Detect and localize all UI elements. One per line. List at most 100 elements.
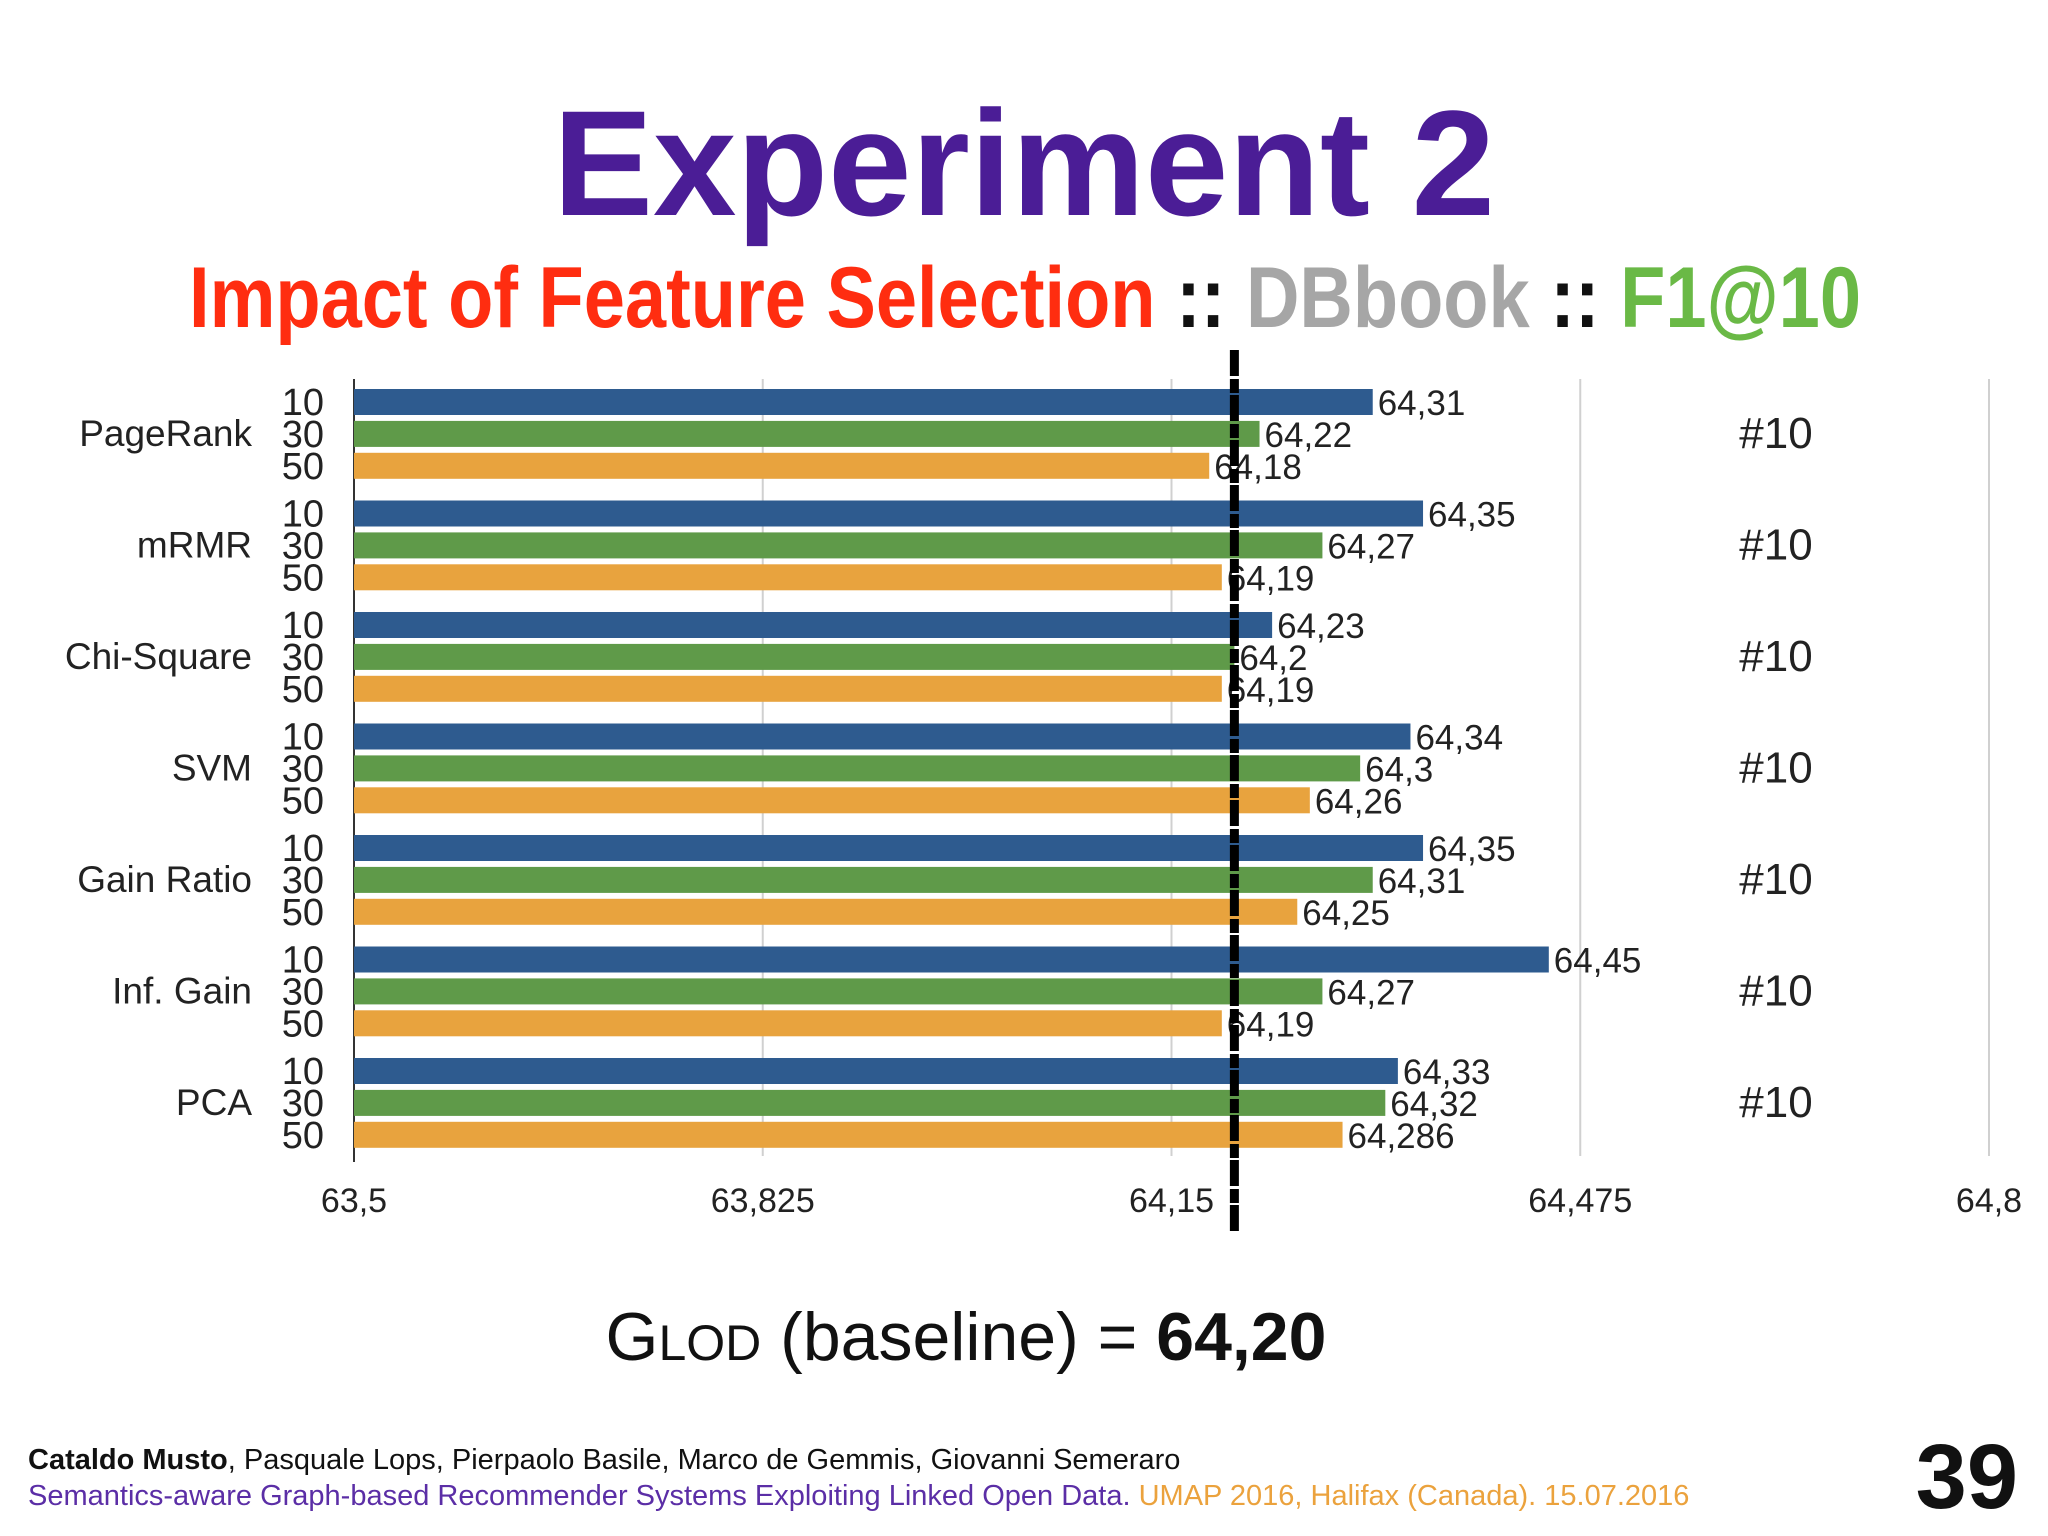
- x-tick-label: 64,15: [1129, 1182, 1214, 1220]
- series-label: 30: [282, 414, 324, 456]
- series-label: 50: [282, 557, 324, 599]
- category-label: Chi-Square: [65, 636, 252, 677]
- annotation: #10: [1739, 520, 1812, 569]
- series-label: 30: [282, 525, 324, 567]
- category-label: SVM: [172, 747, 252, 788]
- annotation: #10: [1739, 1078, 1812, 1127]
- series-label: 50: [282, 892, 324, 934]
- series-label: 10: [282, 382, 324, 424]
- series-label: 30: [282, 637, 324, 679]
- series-label: 10: [282, 940, 324, 982]
- value-label: 64,22: [1265, 416, 1353, 455]
- bar: [354, 643, 1235, 670]
- other-authors: , Pasquale Lops, Pierpaolo Basile, Marco…: [228, 1444, 1181, 1476]
- series-label: 10: [282, 1051, 324, 1093]
- category-label: mRMR: [137, 524, 252, 565]
- bar: [354, 420, 1260, 447]
- bar: [354, 1121, 1343, 1148]
- value-label: 64,19: [1227, 671, 1315, 710]
- value-label: 64,34: [1415, 719, 1503, 758]
- x-tick-label: 64,8: [1956, 1182, 2022, 1220]
- bar: [354, 978, 1323, 1005]
- baseline-note: (baseline) =: [780, 1299, 1137, 1375]
- bar: [354, 946, 1549, 973]
- bar: [354, 675, 1222, 702]
- bar: [354, 723, 1411, 750]
- x-tick-label: 63,5: [321, 1182, 387, 1220]
- subtitle-dataset: DBbook: [1246, 250, 1530, 346]
- series-label: 10: [282, 717, 324, 759]
- bar: [354, 612, 1273, 638]
- value-label: 64,35: [1428, 830, 1516, 869]
- series-label: 30: [282, 1083, 324, 1125]
- value-label: 64,33: [1403, 1053, 1491, 1092]
- venue: UMAP 2016, Halifax (Canada). 15.07.2016: [1131, 1480, 1690, 1512]
- value-label: 64,32: [1390, 1085, 1478, 1124]
- value-label: 64,45: [1554, 942, 1642, 981]
- bar: [354, 389, 1373, 415]
- series-label: 50: [282, 780, 324, 822]
- value-label: 64,31: [1378, 862, 1466, 901]
- page-number: 39: [1916, 1426, 2018, 1528]
- slide-title: Experiment 2: [553, 79, 1495, 247]
- bar: [354, 1058, 1398, 1084]
- bar: [354, 787, 1310, 814]
- category-label: Inf. Gain: [112, 970, 252, 1011]
- value-label: 64,19: [1227, 559, 1315, 598]
- series-label: 10: [282, 494, 324, 536]
- bar: [354, 500, 1424, 527]
- series-label: 50: [282, 669, 324, 711]
- subtitle-sep: ::: [1550, 250, 1599, 346]
- bar: [354, 564, 1222, 591]
- baseline-value: 64,20: [1156, 1299, 1326, 1375]
- value-label: 64,3: [1365, 750, 1433, 789]
- x-tick-label: 63,825: [711, 1182, 815, 1220]
- value-label: 64,27: [1327, 973, 1415, 1012]
- subtitle: Impact of Feature Selection :: DBbook ::…: [189, 250, 1861, 346]
- value-label: 64,286: [1348, 1117, 1455, 1156]
- series-label: 10: [282, 605, 324, 647]
- x-tick-label: 64,475: [1528, 1182, 1632, 1220]
- paper-title: Semantics-aware Graph-based Recommender …: [28, 1480, 1131, 1512]
- value-label: 64,23: [1277, 607, 1365, 646]
- annotation: #10: [1739, 966, 1812, 1015]
- bar: [354, 866, 1373, 893]
- subtitle-metric: F1@10: [1620, 250, 1861, 346]
- footer-citation: Semantics-aware Graph-based Recommender …: [28, 1480, 1689, 1512]
- series-label: 50: [282, 1003, 324, 1045]
- series-label: 30: [282, 971, 324, 1013]
- subtitle-topic: Impact of Feature Selection: [189, 250, 1156, 346]
- series-label: 30: [282, 748, 324, 790]
- baseline-text: GLOD (baseline) = 64,20: [606, 1299, 1327, 1375]
- value-label: 64,35: [1428, 496, 1516, 535]
- lead-author: Cataldo Musto: [28, 1444, 228, 1476]
- value-label: 64,27: [1327, 527, 1415, 566]
- annotation: #10: [1739, 743, 1812, 792]
- value-label: 64,2: [1239, 639, 1307, 678]
- value-label: 64,19: [1227, 1005, 1315, 1044]
- footer-authors: Cataldo Musto, Pasquale Lops, Pierpaolo …: [28, 1444, 1180, 1476]
- bar: [354, 532, 1323, 559]
- bar: [354, 1010, 1222, 1037]
- series-label: 50: [282, 1115, 324, 1157]
- bar: [354, 1089, 1386, 1116]
- category-label: PageRank: [79, 413, 252, 454]
- bar: [354, 755, 1361, 782]
- subtitle-sep: ::: [1176, 250, 1225, 346]
- baseline-name: LOD: [658, 1315, 761, 1371]
- series-label: 30: [282, 860, 324, 902]
- annotation: #10: [1739, 855, 1812, 904]
- annotation: #10: [1739, 632, 1812, 681]
- baseline-name: G: [606, 1299, 659, 1375]
- bar: [354, 898, 1298, 925]
- value-label: 64,18: [1214, 448, 1302, 487]
- series-label: 50: [282, 446, 324, 488]
- category-label: Gain Ratio: [77, 859, 252, 900]
- bar: [354, 452, 1210, 479]
- bar: [354, 835, 1424, 861]
- value-label: 64,26: [1315, 782, 1403, 821]
- series-label: 10: [282, 828, 324, 870]
- value-label: 64,31: [1378, 384, 1466, 423]
- value-label: 64,25: [1302, 894, 1390, 933]
- annotation: #10: [1739, 409, 1812, 458]
